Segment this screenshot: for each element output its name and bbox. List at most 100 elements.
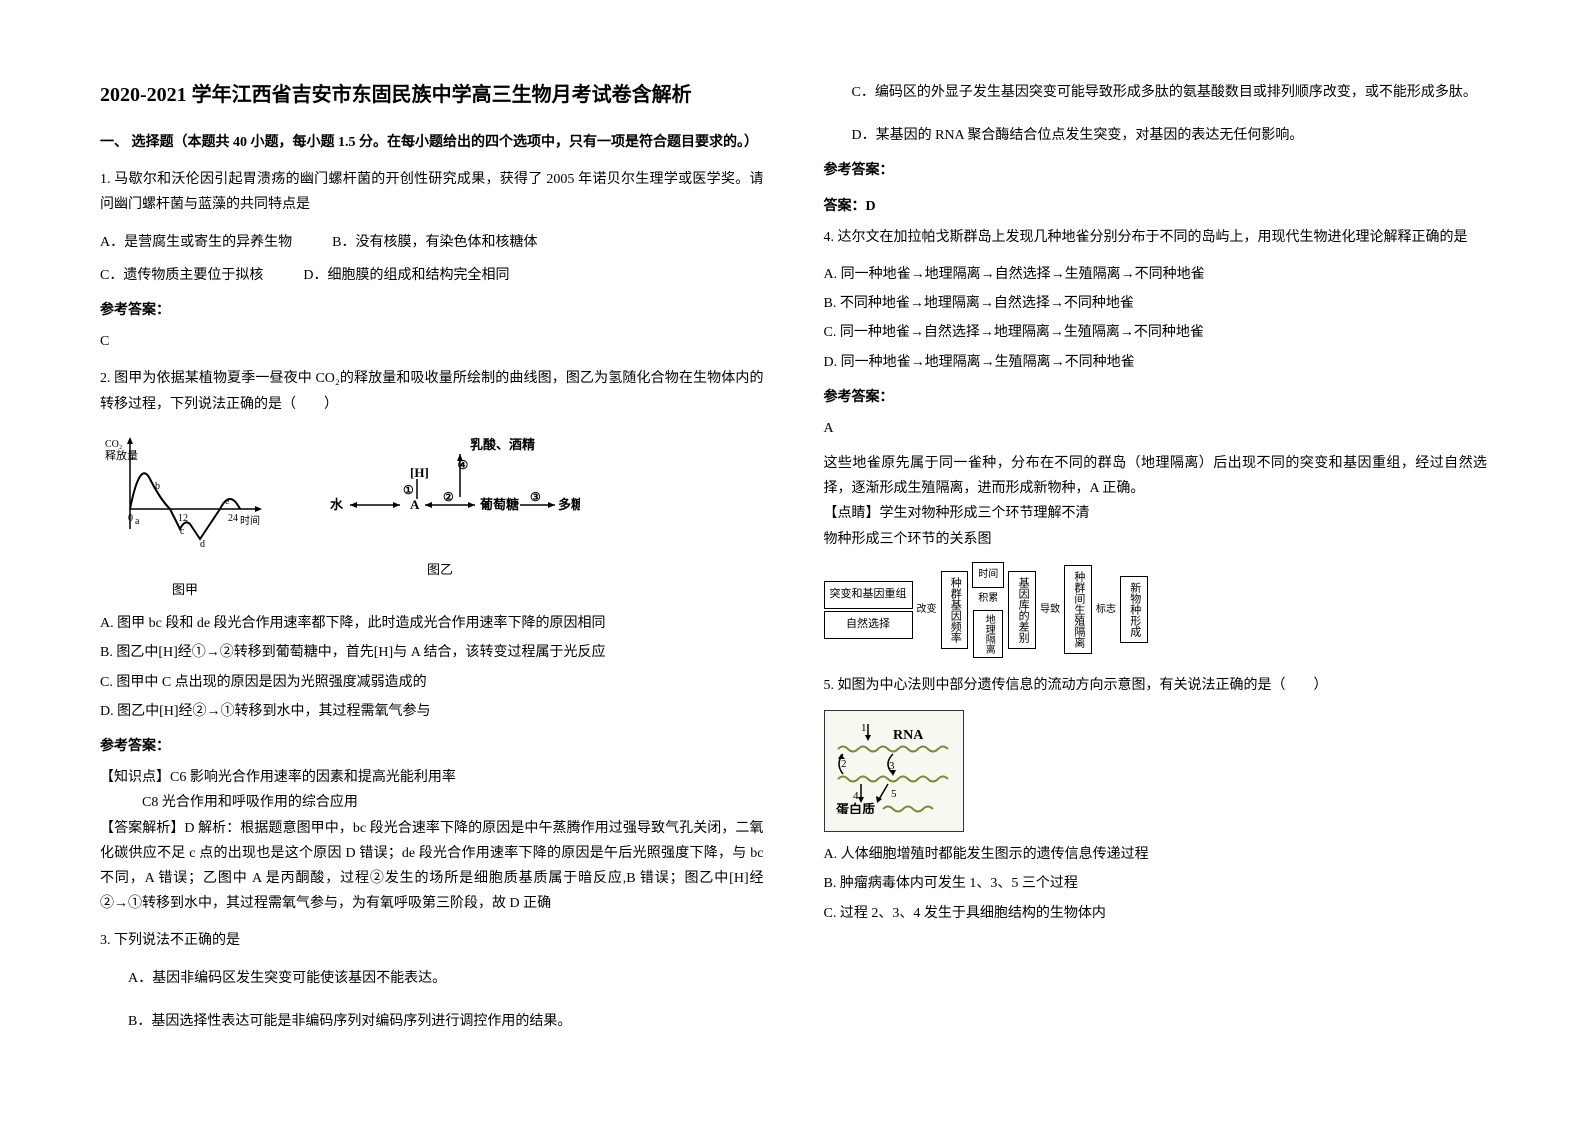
q4-explain: 这些地雀原先属于同一雀种，分布在不同的群岛（地理隔离）后出现不同的突变和基因重组… xyxy=(824,451,1488,501)
flow-node-freq: 种群基因频率 xyxy=(941,571,969,649)
svg-text:[H]: [H] xyxy=(410,465,429,480)
q2-knowledge2: C8 光合作用和呼吸作用的综合应用 xyxy=(100,790,764,815)
svg-text:a: a xyxy=(135,516,140,527)
q1-optC: C．遗传物质主要位于拟核 xyxy=(100,263,263,288)
svg-text:24: 24 xyxy=(228,513,238,524)
q4-answer: A xyxy=(824,416,1488,441)
flow-daozhi: 导致 xyxy=(1040,601,1060,619)
svg-text:水: 水 xyxy=(330,497,344,512)
q5-options: A. 人体细胞增殖时都能发生图示的遗传信息传递过程 B. 肿瘤病毒体内可发生 1… xyxy=(824,842,1488,926)
svg-text:1: 1 xyxy=(861,722,867,734)
svg-text:5: 5 xyxy=(891,788,897,800)
svg-text:2: 2 xyxy=(841,758,847,770)
svg-text:葡萄糖: 葡萄糖 xyxy=(479,497,519,512)
svg-text:①: ① xyxy=(403,483,414,497)
question-5: 5. 如图为中心法则中部分遗传信息的流动方向示意图，有关说法正确的是（ ） xyxy=(824,673,1488,698)
svg-text:c: c xyxy=(180,526,185,537)
q1-optB: B．没有核膜，有染色体和核糖体 xyxy=(332,230,537,255)
svg-text:②: ② xyxy=(443,490,454,504)
q2-explain: 【答案解析】D 解析：根据题意图甲中，bc 段光合速率下降的原因是中午蒸腾作用过… xyxy=(100,816,764,917)
question-3: 3. 下列说法不正确的是 xyxy=(100,928,764,953)
svg-text:4: 4 xyxy=(853,790,859,802)
q3-options: A．基因非编码区发生突变可能使该基因不能表达。 B．基因选择性表达可能是非编码序… xyxy=(100,966,764,1034)
q4-optC: C. 同一种地雀→自然选择→地理隔离→生殖隔离→不同种地雀 xyxy=(824,320,1488,345)
flow-geo: 地理隔离 xyxy=(973,610,1003,658)
q3-optA: A．基因非编码区发生突变可能使该基因不能表达。 xyxy=(100,966,764,991)
q2-optD: D. 图乙中[H]经②→①转移到水中，其过程需氧气参与 xyxy=(100,699,764,724)
svg-text:蛋白质: 蛋白质 xyxy=(836,802,875,814)
q3-optD: D．某基因的 RNA 聚合酶结合位点发生突变，对基因的表达无任何影响。 xyxy=(824,123,1488,148)
document-title: 2020-2021 学年江西省吉安市东固民族中学高三生物月考试卷含解析 xyxy=(100,80,764,110)
q1-optA: A．是营腐生或寄生的异养生物 xyxy=(100,230,292,255)
q2-text: 2. 图甲为依据某植物夏季一昼夜中 CO₂的释放量和吸收量所绘制的曲线图，图乙为… xyxy=(100,366,764,416)
svg-text:RNA: RNA xyxy=(893,728,924,743)
q1-answer-label: 参考答案： xyxy=(100,298,764,323)
flow-node-selection: 自然选择 xyxy=(824,611,913,639)
svg-text:乳酸、酒精: 乳酸、酒精 xyxy=(470,437,535,452)
flow-biaozhi: 标志 xyxy=(1096,601,1116,619)
chart-yi-svg: 乳酸、酒精 ④ [H] ① 水 A ② 葡萄糖 ③ 多糖 xyxy=(300,429,580,549)
svg-text:时间: 时间 xyxy=(240,514,260,527)
svg-text:e: e xyxy=(225,496,230,507)
q3-optB: B．基因选择性表达可能是非编码序列对编码序列进行调控作用的结果。 xyxy=(100,1009,764,1034)
q2-options: A. 图甲 bc 段和 de 段光合作用速率都下降，此时造成光合作用速率下降的原… xyxy=(100,611,764,724)
q4-answer-label: 参考答案： xyxy=(824,385,1488,410)
q3-text: 3. 下列说法不正确的是 xyxy=(100,928,764,953)
q4-optD: D. 同一种地雀→地理隔离→生殖隔离→不同种地雀 xyxy=(824,350,1488,375)
svg-text:③: ③ xyxy=(530,490,541,504)
q1-answer: C xyxy=(100,329,764,354)
q2-optC: C. 图甲中 C 点出现的原因是因为光照强度减弱造成的 xyxy=(100,670,764,695)
q3-answer-label: 参考答案： xyxy=(824,158,1488,183)
flow-species: 新物种形成 xyxy=(1120,576,1148,643)
ylabel-text: 释放量 xyxy=(105,448,138,462)
question-2: 2. 图甲为依据某植物夏季一昼夜中 CO₂的释放量和吸收量所绘制的曲线图，图乙为… xyxy=(100,366,764,416)
q4-options: A. 同一种地雀→地理隔离→自然选择→生殖隔离→不同种地雀 B. 不同种地雀→地… xyxy=(824,262,1488,375)
chart-yi: 乳酸、酒精 ④ [H] ① 水 A ② 葡萄糖 ③ 多糖 xyxy=(300,429,580,582)
q4-text: 4. 达尔文在加拉帕戈斯群岛上发现几种地雀分别分布于不同的岛屿上，用现代生物进化… xyxy=(824,225,1488,250)
chart-jia-svg: 释放量 CO₂ a b c d e 0 12 24 时间 xyxy=(100,429,270,569)
flow-jilei: 积累 xyxy=(972,590,1004,608)
q1-optD: D．细胞膜的组成和结构完全相同 xyxy=(303,263,509,288)
svg-text:b: b xyxy=(155,481,160,492)
q2-optB: B. 图乙中[H]经①→②转移到葡萄糖中，首先[H]与 A 结合，该转变过程属于… xyxy=(100,640,764,665)
q4-note2: 物种形成三个环节的关系图 xyxy=(824,527,1488,552)
q4-note: 【点睛】学生对物种形成三个环节理解不清 xyxy=(824,501,1488,526)
rna-svg: 1 RNA 2 3 4 5 蛋白质 xyxy=(833,719,953,814)
q3-answer: 答案：D xyxy=(824,194,1488,219)
q4-optA: A. 同一种地雀→地理隔离→自然选择→生殖隔离→不同种地雀 xyxy=(824,262,1488,287)
q2-optA: A. 图甲 bc 段和 de 段光合作用速率都下降，此时造成光合作用速率下降的原… xyxy=(100,611,764,636)
q5-text: 5. 如图为中心法则中部分遗传信息的流动方向示意图，有关说法正确的是（ ） xyxy=(824,673,1488,698)
chart-jia: 释放量 CO₂ a b c d e 0 12 24 时间 图甲 xyxy=(100,429,270,602)
q5-optB: B. 肿瘤病毒体内可发生 1、3、5 三个过程 xyxy=(824,871,1488,896)
q4-optB: B. 不同种地雀→地理隔离→自然选择→不同种地雀 xyxy=(824,291,1488,316)
q3-options-cont: C．编码区的外显子发生基因突变可能导致形成多肽的氨基酸数目或排列顺序改变，或不能… xyxy=(824,80,1488,148)
q1-text: 1. 马歇尔和沃伦因引起胃溃疡的幽门螺杆菌的开创性研究成果，获得了 2005 年… xyxy=(100,167,764,217)
svg-text:多糖: 多糖 xyxy=(558,497,580,512)
section-title: 一、 选择题（本题共 40 小题，每小题 1.5 分。在每小题给出的四个选项中，… xyxy=(100,130,764,155)
flow-gaibian: 改变 xyxy=(917,601,937,619)
q5-diagram: 1 RNA 2 3 4 5 蛋白质 xyxy=(824,710,964,832)
svg-text:A: A xyxy=(410,497,420,512)
q4-flowchart: 突变和基因重组 自然选择 改变 种群基因频率 时间 积累 地理隔离 基因库的差别… xyxy=(824,562,1488,658)
question-4: 4. 达尔文在加拉帕戈斯群岛上发现几种地雀分别分布于不同的岛屿上，用现代生物进化… xyxy=(824,225,1488,250)
svg-text:0: 0 xyxy=(128,513,133,524)
flow-diff: 基因库的差别 xyxy=(1008,571,1036,649)
q3-optC: C．编码区的外显子发生基因突变可能导致形成多肽的氨基酸数目或排列顺序改变，或不能… xyxy=(824,80,1488,105)
question-1: 1. 马歇尔和沃伦因引起胃溃疡的幽门螺杆菌的开创性研究成果，获得了 2005 年… xyxy=(100,167,764,217)
q1-options-row1: A．是营腐生或寄生的异养生物 B．没有核膜，有染色体和核糖体 xyxy=(100,230,764,255)
q2-charts: 释放量 CO₂ a b c d e 0 12 24 时间 图甲 乳酸、酒精 ④ … xyxy=(100,429,764,602)
q1-options-row2: C．遗传物质主要位于拟核 D．细胞膜的组成和结构完全相同 xyxy=(100,263,764,288)
chart-yi-caption: 图乙 xyxy=(300,558,580,581)
flow-node-mutation: 突变和基因重组 xyxy=(824,581,913,609)
q5-optA: A. 人体细胞增殖时都能发生图示的遗传信息传递过程 xyxy=(824,842,1488,867)
q2-knowledge: 【知识点】C6 影响光合作用速率的因素和提高光能利用率 xyxy=(100,765,764,790)
svg-text:d: d xyxy=(200,539,205,550)
flow-repro: 种群间生殖隔离 xyxy=(1064,565,1092,654)
q2-answer-label: 参考答案： xyxy=(100,734,764,759)
right-column: C．编码区的外显子发生基因突变可能导致形成多肽的氨基酸数目或排列顺序改变，或不能… xyxy=(824,80,1488,1042)
svg-text:12: 12 xyxy=(178,513,188,524)
left-column: 2020-2021 学年江西省吉安市东固民族中学高三生物月考试卷含解析 一、 选… xyxy=(100,80,764,1042)
flow-time: 时间 xyxy=(972,562,1004,588)
q5-optC: C. 过程 2、3、4 发生于具细胞结构的生物体内 xyxy=(824,901,1488,926)
chart-jia-caption: 图甲 xyxy=(100,578,270,601)
